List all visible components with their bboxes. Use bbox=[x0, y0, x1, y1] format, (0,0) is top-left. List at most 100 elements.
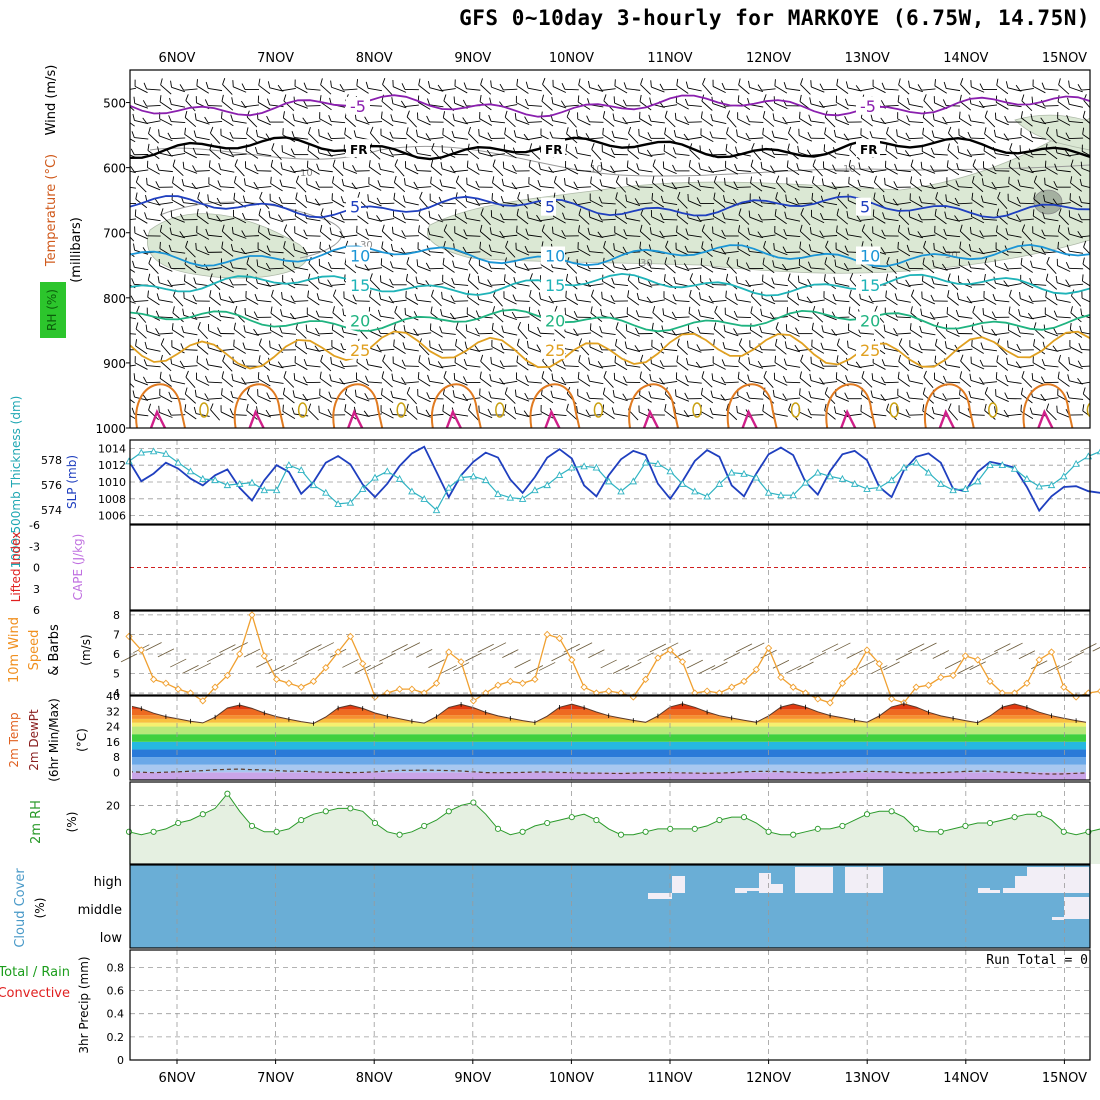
wind-barb bbox=[917, 213, 936, 221]
wind-barb bbox=[431, 289, 442, 307]
wind-barb bbox=[171, 323, 185, 338]
wind-barb bbox=[442, 111, 455, 127]
wind-barb bbox=[388, 149, 407, 156]
wind-barb bbox=[709, 407, 727, 417]
wind-barb bbox=[515, 242, 530, 256]
wind-barb bbox=[155, 328, 173, 335]
wind-barb bbox=[208, 160, 222, 176]
isotherm-line bbox=[130, 94, 1090, 118]
wind-barb bbox=[1045, 273, 1058, 290]
isotherm-30-lobe bbox=[332, 383, 384, 428]
thickness-marker bbox=[863, 484, 871, 492]
wind-barb bbox=[454, 79, 468, 94]
wind-barb bbox=[1057, 224, 1070, 241]
wind-barb bbox=[1044, 177, 1059, 191]
wind-barb bbox=[196, 225, 210, 240]
isotherm-30-lobe bbox=[430, 383, 482, 428]
wind-barb bbox=[908, 210, 923, 223]
wind-barb bbox=[327, 261, 346, 270]
bottom-x-tick-label: 10NOV bbox=[549, 1071, 594, 1086]
wind-barb bbox=[1067, 97, 1084, 108]
wind-barb bbox=[760, 308, 776, 320]
wind-barb bbox=[369, 273, 381, 291]
wind-barb bbox=[393, 192, 406, 208]
wind-barb bbox=[623, 376, 641, 384]
wind-barb bbox=[319, 241, 332, 257]
wind-barb bbox=[487, 261, 506, 270]
wind-barb bbox=[971, 175, 984, 193]
rh-contour-label: 10 bbox=[843, 164, 856, 175]
isotherm-small-loop bbox=[297, 402, 308, 418]
wind-barb bbox=[307, 290, 320, 306]
wind10m-barb bbox=[305, 644, 322, 653]
wind-barb bbox=[600, 162, 616, 174]
wind-speed-marker bbox=[1047, 648, 1056, 656]
wind-barb bbox=[233, 339, 246, 354]
wind-barb bbox=[516, 338, 529, 355]
wind-barb bbox=[981, 325, 997, 336]
thickness-marker bbox=[949, 486, 957, 494]
isotherm-small-loop bbox=[889, 402, 899, 418]
wind-barb bbox=[685, 81, 702, 92]
wind-barb bbox=[143, 229, 161, 237]
thickness-marker bbox=[1047, 481, 1056, 489]
wind-barb bbox=[270, 306, 283, 322]
wind-barb bbox=[365, 358, 382, 368]
thickness-marker bbox=[235, 479, 244, 487]
wind-barb bbox=[892, 198, 911, 205]
wind-barb bbox=[566, 403, 578, 421]
wind-barb bbox=[452, 113, 468, 125]
isotherm-line bbox=[130, 330, 1090, 370]
wind-barb bbox=[465, 194, 481, 206]
wind-speed-marker bbox=[149, 675, 158, 684]
wind-barb bbox=[983, 290, 997, 305]
wind-barb bbox=[413, 328, 432, 335]
wind-barb bbox=[258, 225, 271, 241]
wind-barb bbox=[443, 240, 455, 258]
lifted-index-tick-label: -3 bbox=[29, 540, 40, 553]
wind-barb bbox=[721, 359, 739, 368]
wind-barb bbox=[467, 273, 479, 290]
wind10m-barb bbox=[342, 659, 359, 668]
isotherm-label: 25 bbox=[860, 341, 880, 360]
wind-barb bbox=[599, 326, 616, 336]
wind-barb bbox=[738, 354, 750, 372]
wind-barb bbox=[455, 338, 467, 355]
wind-barb bbox=[487, 279, 506, 286]
wind-barb bbox=[209, 126, 221, 144]
wind-barb bbox=[910, 306, 922, 323]
wind-barb bbox=[967, 261, 985, 270]
wind-barb bbox=[195, 372, 210, 386]
wind-barb bbox=[983, 161, 997, 175]
wind-speed-marker bbox=[555, 634, 564, 642]
wind-barb bbox=[551, 96, 567, 109]
wind-barb bbox=[622, 117, 641, 124]
wind10m-axis-label: & Barbs bbox=[47, 624, 62, 676]
wind-barb bbox=[573, 181, 592, 188]
wind10m-barb bbox=[871, 665, 888, 674]
wind-barb bbox=[1041, 82, 1059, 91]
wind-barb bbox=[429, 340, 444, 354]
wind-barb bbox=[675, 372, 689, 387]
wind-speed-marker bbox=[211, 683, 219, 691]
wind-barb bbox=[381, 224, 393, 242]
wind-barb bbox=[267, 374, 284, 384]
wind-barb bbox=[159, 371, 172, 387]
thickness-marker bbox=[1096, 448, 1100, 455]
wind-barb bbox=[293, 243, 308, 255]
wind-barb bbox=[257, 372, 271, 387]
wind-barb bbox=[257, 95, 271, 110]
wind-barb bbox=[477, 275, 493, 288]
wind-speed-marker bbox=[678, 658, 687, 666]
wind-barb bbox=[675, 95, 689, 110]
wind-barb bbox=[945, 194, 960, 207]
wind-barb bbox=[611, 130, 628, 140]
wind-barb bbox=[402, 212, 419, 221]
wind-barb bbox=[442, 128, 456, 143]
wind-barb bbox=[709, 131, 727, 140]
wind-barb bbox=[671, 311, 690, 319]
thickness-marker bbox=[420, 494, 428, 502]
wind-barb bbox=[246, 127, 258, 144]
isotherm-small-loop bbox=[396, 402, 406, 418]
wind-barb bbox=[1079, 178, 1090, 190]
